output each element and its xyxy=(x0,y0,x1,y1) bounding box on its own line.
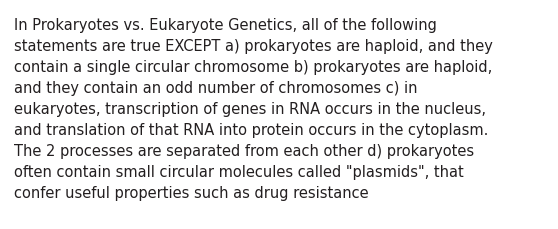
Text: confer useful properties such as drug resistance: confer useful properties such as drug re… xyxy=(14,185,369,200)
Text: and translation of that RNA into protein occurs in the cytoplasm.: and translation of that RNA into protein… xyxy=(14,123,488,137)
Text: In Prokaryotes vs. Eukaryote Genetics, all of the following: In Prokaryotes vs. Eukaryote Genetics, a… xyxy=(14,18,437,33)
Text: eukaryotes, transcription of genes in RNA occurs in the nucleus,: eukaryotes, transcription of genes in RN… xyxy=(14,101,486,117)
Text: contain a single circular chromosome b) prokaryotes are haploid,: contain a single circular chromosome b) … xyxy=(14,60,492,75)
Text: statements are true EXCEPT a) prokaryotes are haploid, and they: statements are true EXCEPT a) prokaryote… xyxy=(14,39,493,54)
Text: The 2 processes are separated from each other d) prokaryotes: The 2 processes are separated from each … xyxy=(14,143,474,158)
Text: and they contain an odd number of chromosomes c) in: and they contain an odd number of chromo… xyxy=(14,81,417,95)
Text: often contain small circular molecules called "plasmids", that: often contain small circular molecules c… xyxy=(14,164,464,179)
